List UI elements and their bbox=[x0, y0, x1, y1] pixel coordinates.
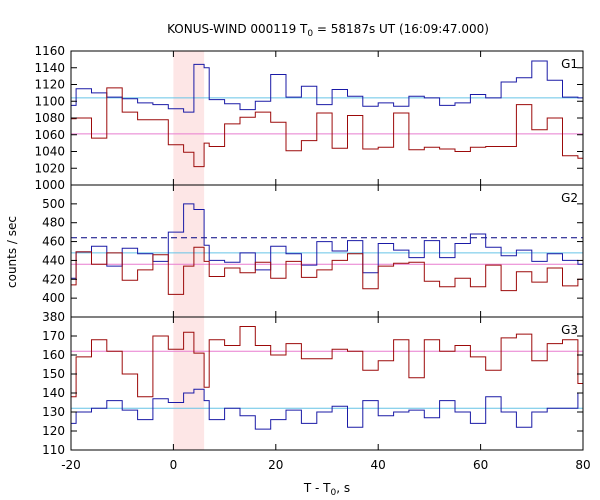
series-red bbox=[71, 246, 583, 295]
y-tick-label: 1160 bbox=[34, 44, 65, 58]
y-tick-label: 440 bbox=[42, 253, 65, 267]
series-blue bbox=[71, 60, 583, 113]
y-tick-label: 420 bbox=[42, 272, 65, 286]
y-tick-label: 130 bbox=[42, 405, 65, 419]
panel-frame bbox=[70, 316, 584, 451]
series-red bbox=[71, 87, 583, 168]
panel-label: G2 bbox=[561, 191, 578, 205]
y-tick-label: 120 bbox=[42, 424, 65, 438]
plot-area: 100010201040106010801100112011401160G138… bbox=[34, 44, 590, 472]
y-tick-label: 460 bbox=[42, 235, 65, 249]
y-tick-label: 1040 bbox=[34, 145, 65, 159]
highlight-band bbox=[173, 51, 205, 450]
y-tick-label: 150 bbox=[42, 367, 65, 381]
series-red bbox=[71, 326, 583, 398]
y-tick-label: 140 bbox=[42, 386, 65, 400]
panel-g1: 1000 1020 1040 1060 1080 1100 1120 1140 1160 G1 bbox=[34, 44, 584, 192]
series-blue bbox=[71, 203, 583, 279]
y-axis-label: counts / sec bbox=[5, 216, 19, 288]
x-tick-label: 60 bbox=[473, 458, 488, 472]
y-tick-label: 170 bbox=[42, 329, 65, 343]
y-tick-label: 500 bbox=[42, 197, 65, 211]
x-tick-label: 0 bbox=[170, 458, 178, 472]
chart-title: KONUS-WIND 000119 T0 = 58187s UT (16:09:… bbox=[167, 22, 489, 39]
x-axis-label: T - T0, s bbox=[303, 481, 350, 498]
y-tick-label: 160 bbox=[42, 348, 65, 362]
x-tick-label: 40 bbox=[371, 458, 386, 472]
y-tick-label: 1080 bbox=[34, 111, 65, 125]
y-tick-label: 380 bbox=[42, 310, 65, 324]
y-tick-label: 1060 bbox=[34, 128, 65, 142]
y-tick-label: 1100 bbox=[34, 94, 65, 108]
y-tick-label: 400 bbox=[42, 291, 65, 305]
y-tick-label: 480 bbox=[42, 216, 65, 230]
panel-label: G1 bbox=[561, 57, 578, 71]
panel-label: G3 bbox=[561, 323, 578, 337]
y-tick-label: 1020 bbox=[34, 161, 65, 175]
y-tick-label: 1000 bbox=[34, 178, 65, 192]
x-tick-label: 80 bbox=[575, 458, 590, 472]
y-tick-label: 1120 bbox=[34, 78, 65, 92]
panel-g2: 380 400 420 440 460 480 500 G2 bbox=[42, 184, 584, 324]
panel-frame bbox=[70, 50, 584, 186]
panel-frame bbox=[70, 184, 584, 318]
y-tick-label: 1140 bbox=[34, 61, 65, 75]
x-tick-label: 20 bbox=[268, 458, 283, 472]
x-tick-label: -20 bbox=[61, 458, 81, 472]
series-blue bbox=[71, 388, 583, 430]
panel-g3: 110 120 130 140 150 160 170 G3 bbox=[42, 316, 584, 457]
y-tick-label: 110 bbox=[42, 443, 65, 457]
